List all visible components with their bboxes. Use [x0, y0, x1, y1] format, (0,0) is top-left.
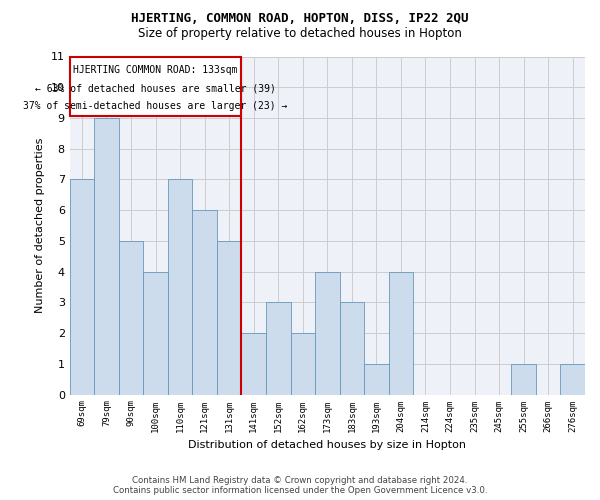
Bar: [364, 364, 389, 394]
Y-axis label: Number of detached properties: Number of detached properties: [35, 138, 45, 313]
Text: HJERTING COMMON ROAD: 133sqm: HJERTING COMMON ROAD: 133sqm: [73, 66, 238, 76]
Bar: [217, 241, 241, 394]
Bar: [290, 333, 315, 394]
Bar: [193, 210, 217, 394]
Text: ← 63% of detached houses are smaller (39): ← 63% of detached houses are smaller (39…: [35, 84, 276, 94]
Bar: [119, 241, 143, 394]
Bar: [315, 272, 340, 394]
Text: HJERTING, COMMON ROAD, HOPTON, DISS, IP22 2QU: HJERTING, COMMON ROAD, HOPTON, DISS, IP2…: [131, 12, 469, 26]
Text: Size of property relative to detached houses in Hopton: Size of property relative to detached ho…: [138, 28, 462, 40]
Bar: [389, 272, 413, 394]
Text: 37% of semi-detached houses are larger (23) →: 37% of semi-detached houses are larger (…: [23, 102, 288, 112]
Bar: [94, 118, 119, 394]
Text: Contains public sector information licensed under the Open Government Licence v3: Contains public sector information licen…: [113, 486, 487, 495]
Bar: [511, 364, 536, 394]
Bar: [168, 180, 193, 394]
Bar: [70, 180, 94, 394]
Bar: [143, 272, 168, 394]
X-axis label: Distribution of detached houses by size in Hopton: Distribution of detached houses by size …: [188, 440, 466, 450]
Bar: [266, 302, 290, 394]
FancyBboxPatch shape: [70, 56, 241, 116]
Text: Contains HM Land Registry data © Crown copyright and database right 2024.: Contains HM Land Registry data © Crown c…: [132, 476, 468, 485]
Bar: [560, 364, 585, 394]
Bar: [241, 333, 266, 394]
Bar: [340, 302, 364, 394]
